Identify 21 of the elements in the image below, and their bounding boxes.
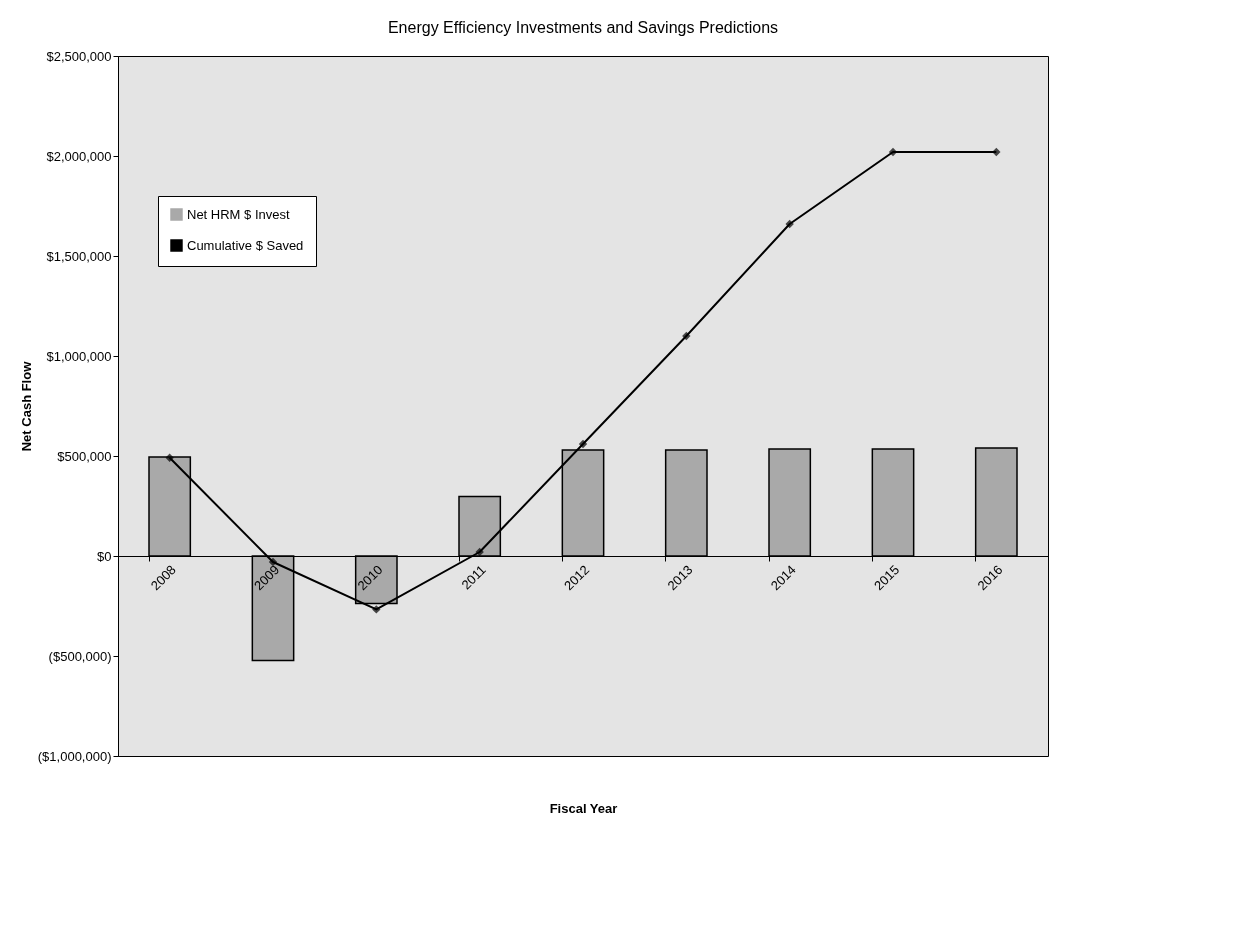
y-tick-label: $1,500,000 <box>46 248 112 264</box>
point <box>682 331 691 341</box>
point <box>268 557 278 567</box>
y-tick-label: $2,000,000 <box>46 148 112 164</box>
legend-label: Cumulative $ Saved <box>187 237 304 253</box>
point <box>372 605 381 614</box>
y-tick-label: $0 <box>97 548 112 564</box>
y-tick-label: ($500,000) <box>48 648 112 664</box>
y-tick-label: ($1,000,000) <box>37 748 112 764</box>
point <box>475 547 484 557</box>
chart-title: Energy Efficiency Investments and Savings Predictions <box>387 19 779 36</box>
point <box>785 219 794 229</box>
y-tick-label: $2,500,000 <box>46 48 112 64</box>
y-tick-label: $500,000 <box>57 448 112 464</box>
point <box>992 147 1001 157</box>
y-tick-label: $1,000,000 <box>46 348 112 364</box>
point <box>165 453 174 462</box>
x-axis-title: Fiscal Year <box>549 801 618 817</box>
legend-label: Net HRM $ Invest <box>187 206 290 222</box>
point <box>578 439 588 449</box>
y-axis-title: Net Cash Flow <box>18 360 34 452</box>
